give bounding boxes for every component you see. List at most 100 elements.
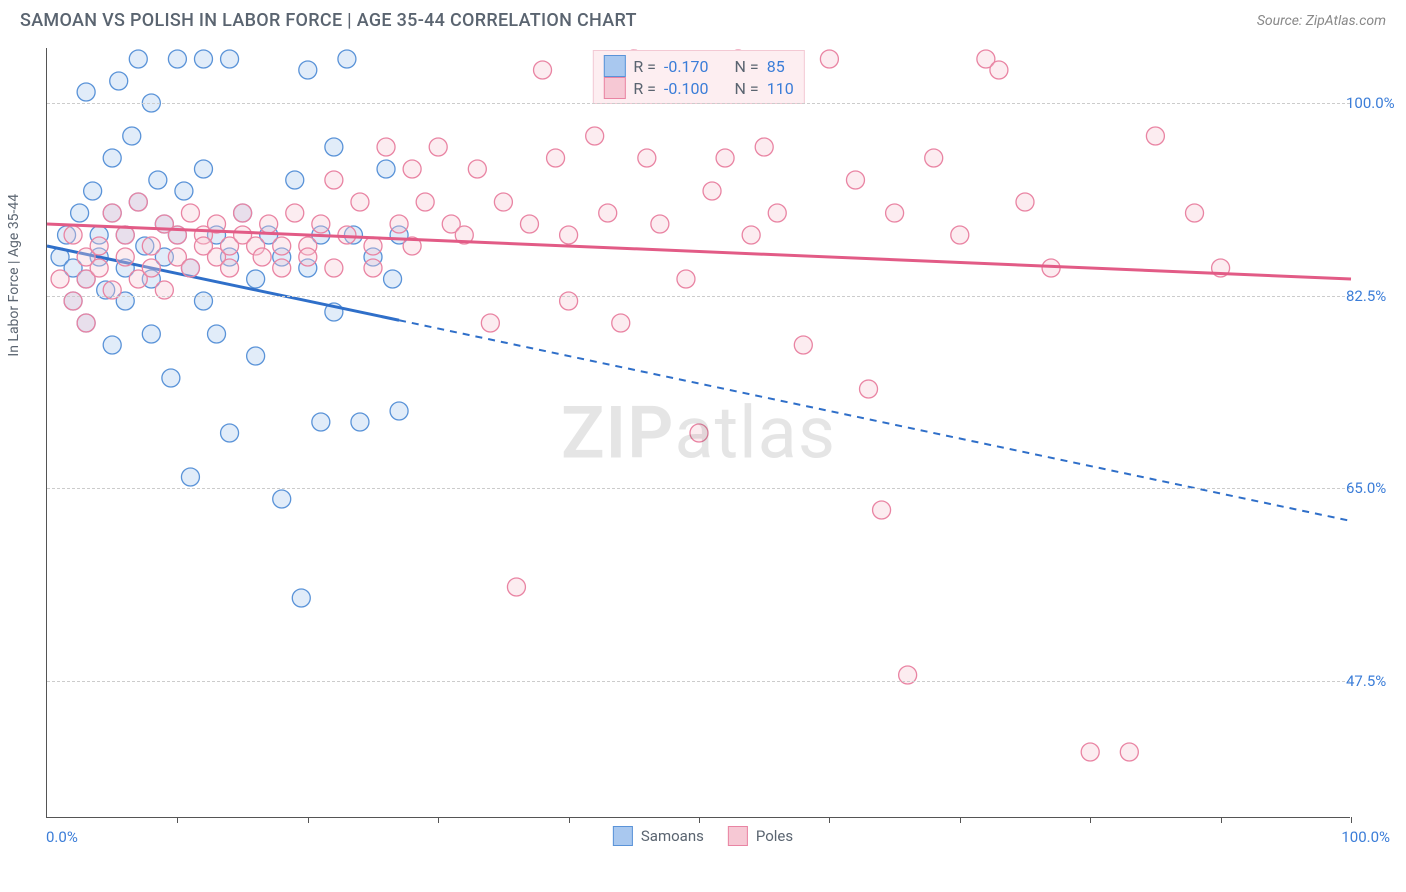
data-point-poles: [990, 61, 1008, 79]
data-point-poles: [364, 259, 382, 277]
data-point-samoans: [312, 413, 330, 431]
x-tick: [960, 817, 961, 823]
data-point-samoans: [351, 413, 369, 431]
x-tick: [438, 817, 439, 823]
data-point-poles: [286, 204, 304, 222]
legend-series: Samoans Poles: [613, 826, 793, 846]
data-point-samoans: [208, 325, 226, 343]
data-point-poles: [90, 237, 108, 255]
data-point-poles: [416, 193, 434, 211]
data-point-poles: [703, 182, 721, 200]
data-point-poles: [312, 215, 330, 233]
data-point-poles: [860, 380, 878, 398]
data-point-poles: [253, 248, 271, 266]
data-point-samoans: [247, 270, 265, 288]
data-point-poles: [886, 204, 904, 222]
x-tick: [1090, 817, 1091, 823]
data-point-samoans: [71, 204, 89, 222]
data-point-poles: [390, 215, 408, 233]
data-point-poles: [77, 314, 95, 332]
data-point-samoans: [299, 61, 317, 79]
legend-label-samoans: Samoans: [641, 827, 704, 845]
data-point-poles: [64, 226, 82, 244]
data-point-poles: [103, 204, 121, 222]
data-point-samoans: [273, 490, 291, 508]
data-point-poles: [1016, 193, 1034, 211]
data-point-poles: [142, 237, 160, 255]
data-point-poles: [820, 50, 838, 68]
data-point-poles: [494, 193, 512, 211]
data-point-poles: [221, 259, 239, 277]
x-tick: [829, 817, 830, 823]
data-point-poles: [690, 424, 708, 442]
data-point-poles: [325, 259, 343, 277]
legend-swatch-poles: [603, 77, 625, 99]
data-point-poles: [1186, 204, 1204, 222]
data-point-samoans: [175, 182, 193, 200]
data-point-samoans: [194, 50, 212, 68]
data-point-poles: [273, 259, 291, 277]
x-tick: [1221, 817, 1222, 823]
data-point-poles: [638, 149, 656, 167]
y-tick-label: 65.0%: [1346, 479, 1406, 497]
data-point-poles: [520, 215, 538, 233]
r-label: R =: [633, 79, 656, 98]
legend-swatch-poles: [728, 826, 748, 846]
data-point-poles: [716, 149, 734, 167]
data-point-samoans: [325, 138, 343, 156]
data-point-poles: [234, 204, 252, 222]
data-point-poles: [468, 160, 486, 178]
data-point-poles: [846, 171, 864, 189]
data-point-samoans: [390, 402, 408, 420]
data-point-poles: [873, 501, 891, 519]
legend-label-poles: Poles: [756, 827, 793, 845]
data-point-poles: [794, 336, 812, 354]
data-point-poles: [951, 226, 969, 244]
n-value-samoans: 85: [767, 57, 785, 76]
x-tick: [699, 817, 700, 823]
gridline-h: [47, 103, 1350, 104]
y-tick-label: 100.0%: [1346, 94, 1406, 112]
r-label: R =: [633, 57, 656, 76]
data-point-poles: [742, 226, 760, 244]
data-point-samoans: [338, 50, 356, 68]
data-point-samoans: [286, 171, 304, 189]
r-value-samoans: -0.170: [664, 57, 709, 76]
data-point-samoans: [84, 182, 102, 200]
data-point-poles: [51, 270, 69, 288]
data-point-poles: [299, 248, 317, 266]
data-point-poles: [507, 578, 525, 596]
y-tick-label: 47.5%: [1346, 672, 1406, 690]
legend-swatch-samoans: [613, 826, 633, 846]
trendline-poles: [47, 224, 1351, 279]
data-point-poles: [612, 314, 630, 332]
trendline-dashed-samoans: [399, 320, 1351, 521]
data-point-samoans: [221, 424, 239, 442]
data-point-samoans: [142, 325, 160, 343]
data-point-poles: [481, 314, 499, 332]
gridline-h: [47, 681, 1350, 682]
data-point-samoans: [110, 72, 128, 90]
data-point-poles: [1120, 743, 1138, 761]
data-point-poles: [116, 248, 134, 266]
chart-plot-area: ZIPatlas R =-0.170N =85R =-0.100N =110 4…: [46, 48, 1350, 818]
data-point-samoans: [162, 369, 180, 387]
data-point-samoans: [181, 468, 199, 486]
data-point-poles: [273, 237, 291, 255]
x-tick: [177, 817, 178, 823]
data-point-samoans: [149, 171, 167, 189]
n-label: N =: [735, 57, 759, 76]
data-point-poles: [325, 171, 343, 189]
data-point-poles: [651, 215, 669, 233]
gridline-h: [47, 488, 1350, 489]
data-point-samoans: [377, 160, 395, 178]
x-axis-max-label: 100.0%: [1341, 828, 1390, 846]
data-point-poles: [351, 193, 369, 211]
x-tick: [569, 817, 570, 823]
data-point-poles: [560, 226, 578, 244]
legend-stats-row-samoans: R = -0.170 N = 85: [603, 55, 793, 77]
scatter-plot-svg: [47, 48, 1350, 817]
legend-item-samoans: Samoans: [613, 826, 704, 846]
x-tick: [308, 817, 309, 823]
legend-stats-box: R =-0.170N =85R =-0.100N =110: [592, 50, 804, 104]
